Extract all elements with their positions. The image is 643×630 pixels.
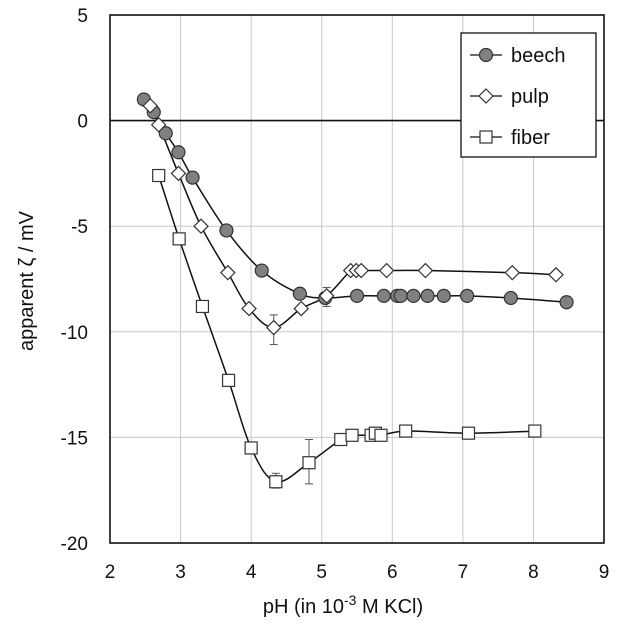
data-point-fiber — [461, 426, 476, 440]
legend-entry-pulp: pulp — [470, 86, 549, 108]
data-point-beech — [349, 288, 365, 303]
data-point-pulp — [353, 262, 370, 279]
legend-entry-fiber: fiber — [470, 127, 550, 149]
data-point-pulp — [193, 218, 209, 235]
data-point-fiber — [345, 428, 359, 442]
data-point-beech — [376, 288, 391, 303]
x-axis-title-exponent: -3 — [344, 592, 357, 608]
data-point-beech — [292, 286, 307, 301]
y-tick-label: 5 — [77, 6, 88, 27]
data-markers — [136, 92, 574, 489]
series-line-pulp — [149, 105, 557, 329]
x-tick-label: 3 — [175, 562, 186, 583]
data-point-beech — [171, 145, 186, 160]
y-tick-label: -20 — [61, 534, 88, 555]
data-point-pulp — [170, 165, 187, 182]
data-point-beech — [503, 290, 518, 306]
data-point-beech — [185, 170, 200, 185]
y-tick-label: -10 — [61, 323, 88, 344]
data-point-fiber — [221, 373, 236, 387]
data-point-fiber — [374, 428, 388, 442]
data-point-fiber — [152, 168, 166, 183]
data-point-beech — [436, 288, 451, 303]
legend: beech pulp fiber — [460, 32, 597, 158]
legend-marker-pulp — [478, 88, 494, 104]
x-tick-label: 4 — [246, 562, 257, 583]
y-tick-label: -5 — [71, 217, 88, 238]
plot-frame — [109, 14, 605, 544]
data-point-pulp — [293, 300, 310, 317]
data-point-fiber — [269, 475, 283, 489]
data-point-fiber — [334, 432, 348, 447]
x-tick-labels: 2 3 4 5 6 7 8 9 — [105, 562, 610, 583]
legend-marker-fiber — [479, 130, 493, 144]
data-point-pulp — [378, 262, 395, 279]
data-point-pulp — [150, 116, 167, 133]
data-point-beech — [219, 223, 234, 238]
y-axis-title: apparent ζ / mV — [16, 210, 38, 351]
x-axis-title: pH (in 10-3 M KCl) — [263, 592, 423, 618]
data-point-beech — [459, 288, 475, 303]
x-tick-label: 8 — [528, 562, 539, 583]
x-tick-label: 5 — [316, 562, 327, 583]
data-point-pulp — [417, 262, 434, 279]
data-point-pulp — [548, 266, 564, 283]
x-tick-label: 2 — [105, 562, 116, 583]
data-point-fiber — [172, 232, 186, 246]
data-point-pulp — [504, 264, 521, 281]
data-point-pulp — [265, 319, 282, 336]
data-point-beech — [158, 126, 173, 141]
y-tick-label: -15 — [61, 428, 88, 449]
data-point-fiber — [244, 441, 258, 455]
legend-marker-beech — [478, 47, 494, 63]
legend-label-fiber: fiber — [511, 127, 550, 149]
data-point-pulp — [241, 300, 257, 317]
data-point-beech — [393, 288, 408, 303]
legend-label-beech: beech — [511, 45, 566, 67]
x-tick-label: 7 — [458, 562, 469, 583]
data-point-fiber — [399, 424, 413, 438]
y-tick-label: 0 — [77, 112, 88, 133]
data-point-beech — [420, 288, 435, 303]
data-point-pulp — [142, 97, 159, 114]
x-axis-title-prefix: pH (in 10 — [263, 596, 344, 618]
data-point-pulp — [220, 264, 236, 281]
data-point-beech — [559, 295, 574, 310]
data-point-beech — [406, 288, 421, 303]
data-point-beech — [254, 263, 269, 278]
data-point-fiber — [195, 299, 210, 314]
legend-label-pulp: pulp — [511, 86, 549, 108]
x-tick-label: 9 — [599, 562, 610, 583]
legend-entry-beech: beech — [470, 45, 566, 67]
data-point-fiber — [528, 424, 542, 438]
data-point-fiber — [302, 456, 316, 470]
x-tick-label: 6 — [387, 562, 398, 583]
y-tick-labels: 5 0 -5 -10 -15 -20 — [61, 6, 88, 555]
data-point-pulp — [318, 288, 335, 304]
x-axis-title-unit: M KCl) — [356, 596, 423, 618]
